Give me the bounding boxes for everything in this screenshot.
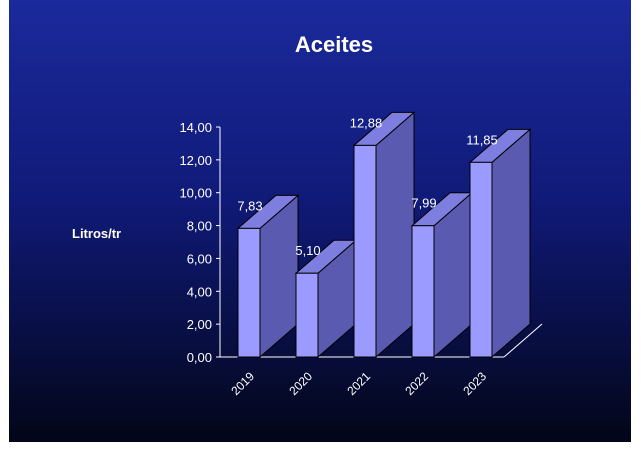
x-tick-label: 2022 xyxy=(402,369,431,398)
x-tick-label: 2020 xyxy=(286,369,315,398)
y-tick-label: 4,00 xyxy=(187,284,212,299)
bar-front-face xyxy=(469,161,493,358)
y-axis-label: Litros/tr xyxy=(72,226,121,241)
x-tick-label: 2023 xyxy=(460,369,489,398)
x-tick-label: 2021 xyxy=(344,369,373,398)
data-label: 7,83 xyxy=(237,198,262,213)
bars xyxy=(236,111,532,359)
chart-title: Aceites xyxy=(295,32,373,57)
bar xyxy=(468,128,532,359)
y-tick-label: 10,00 xyxy=(179,186,212,201)
data-label: 12,88 xyxy=(350,115,383,130)
bar-side-face xyxy=(491,128,531,359)
x-tick-label: 2019 xyxy=(228,369,257,398)
bar xyxy=(294,239,358,359)
bar-front-face xyxy=(411,225,435,358)
y-tick-label: 8,00 xyxy=(187,219,212,234)
data-label: 5,10 xyxy=(295,243,320,258)
data-labels: 7,83 5,10 12,88 7,99 11,85 xyxy=(237,115,497,258)
bar-front-face xyxy=(237,227,261,358)
y-tick-label: 6,00 xyxy=(187,251,212,266)
bar xyxy=(410,191,474,359)
bar-front-face xyxy=(353,144,377,358)
bar xyxy=(352,111,416,359)
bar-chart: Aceites Litros/tr 0,00 2,00 4,00 6,00 8,00 10… xyxy=(72,32,543,398)
y-tick-label: 12,00 xyxy=(179,153,212,168)
bar xyxy=(236,194,300,359)
y-tick-label: 0,00 xyxy=(187,350,212,365)
data-label: 7,99 xyxy=(411,196,436,211)
chart-slide: Aceites Litros/tr 0,00 2,00 4,00 6,00 8,00 10… xyxy=(9,0,631,442)
y-tick-label: 14,00 xyxy=(179,120,212,135)
bar-side-face xyxy=(375,111,415,359)
x-axis-depth-line xyxy=(503,323,543,358)
data-label: 11,85 xyxy=(466,132,498,147)
bar-front-face xyxy=(295,272,319,358)
y-tick-label: 2,00 xyxy=(187,317,212,332)
